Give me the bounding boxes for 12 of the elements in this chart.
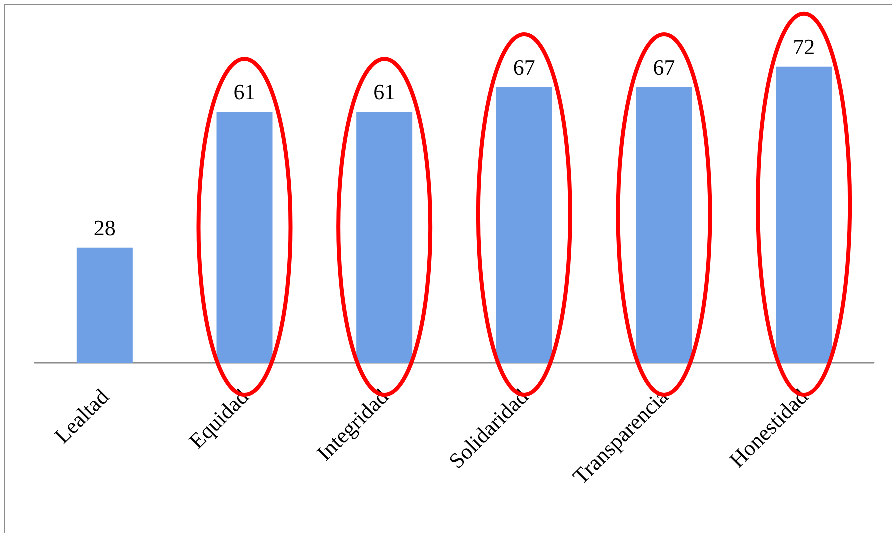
bar <box>496 87 552 363</box>
bar <box>776 66 832 363</box>
bar <box>636 87 692 363</box>
data-label: 67 <box>513 54 536 80</box>
data-label: 61 <box>374 80 396 105</box>
data-label: 72 <box>793 34 816 60</box>
bar <box>216 112 273 363</box>
bar <box>76 248 133 363</box>
data-label: 67 <box>653 54 676 80</box>
data-label: 28 <box>94 215 116 240</box>
bar <box>356 112 413 363</box>
data-label: 61 <box>234 80 256 105</box>
